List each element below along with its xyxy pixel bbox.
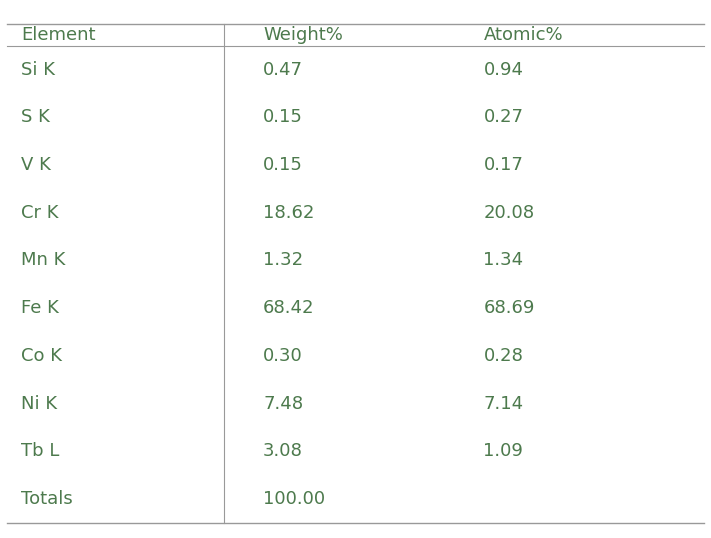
Text: 18.62: 18.62 [263,204,314,222]
Text: S K: S K [21,108,50,126]
Text: 0.17: 0.17 [483,156,523,174]
Text: 68.42: 68.42 [263,299,314,317]
Text: 0.15: 0.15 [263,108,303,126]
Text: Cr K: Cr K [21,204,59,222]
Text: Si K: Si K [21,61,55,79]
Text: 68.69: 68.69 [483,299,535,317]
Text: Element: Element [21,26,96,44]
Text: 0.94: 0.94 [483,61,523,79]
Text: Mn K: Mn K [21,251,65,270]
Text: 0.30: 0.30 [263,347,303,365]
Text: 20.08: 20.08 [483,204,535,222]
Text: Totals: Totals [21,490,73,508]
Text: 3.08: 3.08 [263,442,303,461]
Text: 0.27: 0.27 [483,108,523,126]
Text: 7.14: 7.14 [483,395,523,413]
Text: 0.28: 0.28 [483,347,523,365]
Text: Fe K: Fe K [21,299,59,317]
Text: 0.15: 0.15 [263,156,303,174]
Text: Tb L: Tb L [21,442,60,461]
Text: 0.47: 0.47 [263,61,303,79]
Text: 1.32: 1.32 [263,251,303,270]
Text: Weight%: Weight% [263,26,343,44]
Text: 1.34: 1.34 [483,251,523,270]
Text: Ni K: Ni K [21,395,58,413]
Text: 7.48: 7.48 [263,395,303,413]
Text: V K: V K [21,156,51,174]
Text: Atomic%: Atomic% [483,26,563,44]
Text: 100.00: 100.00 [263,490,325,508]
Text: 1.09: 1.09 [483,442,523,461]
Text: Co K: Co K [21,347,63,365]
